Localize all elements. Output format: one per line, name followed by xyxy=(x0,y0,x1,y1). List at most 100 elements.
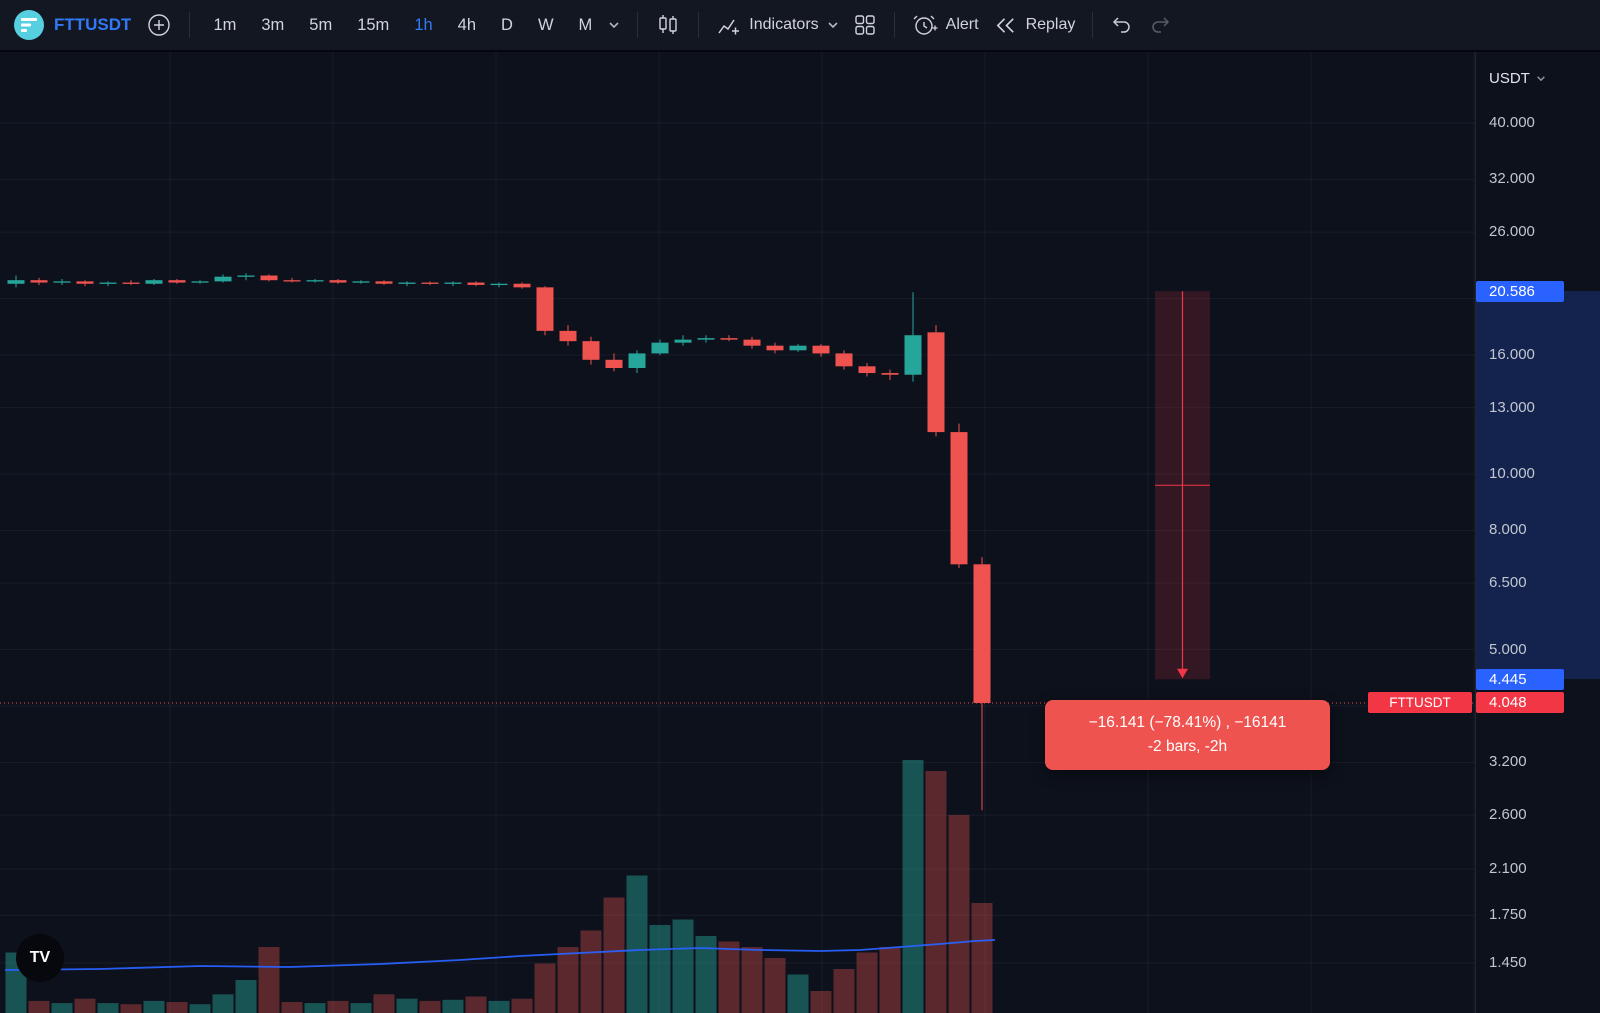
timeframe-D[interactable]: D xyxy=(492,11,522,40)
candle xyxy=(30,280,48,283)
measure-tooltip: −16.141 (−78.41%) , −16141 -2 bars, -2h xyxy=(1045,700,1330,771)
volume-bar xyxy=(902,760,924,1013)
candle xyxy=(559,330,577,342)
volume-bar xyxy=(557,947,579,1013)
timeframe-W[interactable]: W xyxy=(529,11,563,40)
candle xyxy=(973,564,991,703)
toolbar-divider xyxy=(189,12,191,38)
indicators-button[interactable]: Indicators xyxy=(709,8,845,43)
toolbar-divider xyxy=(698,12,700,38)
candle xyxy=(421,282,439,284)
add-symbol-button[interactable] xyxy=(139,7,179,43)
candle xyxy=(858,366,876,374)
timeframe-1m[interactable]: 1m xyxy=(204,11,245,40)
alert-label: Alert xyxy=(945,16,979,33)
volume-bar xyxy=(879,947,901,1013)
candle xyxy=(444,282,462,284)
candle xyxy=(674,339,692,343)
replay-label: Replay xyxy=(1025,16,1076,33)
timeframe-3m[interactable]: 3m xyxy=(252,11,293,40)
candle xyxy=(904,335,922,375)
timeframe-M[interactable]: M xyxy=(570,11,602,40)
volume-bar xyxy=(396,998,418,1013)
ftt-logo-icon[interactable] xyxy=(14,10,44,40)
volume-bar xyxy=(235,980,257,1013)
timeframe-1h[interactable]: 1h xyxy=(405,11,441,40)
price-axis-label: 2.600 xyxy=(1489,806,1527,824)
measure-tooltip-line2: -2 bars, -2h xyxy=(1147,738,1228,756)
candle xyxy=(835,353,853,367)
candle xyxy=(352,281,370,283)
candle xyxy=(743,339,761,346)
measure-tooltip-line1: −16.141 (−78.41%) , −16141 xyxy=(1088,714,1287,731)
toolbar-divider xyxy=(893,12,895,38)
price-chart[interactable] xyxy=(0,0,1475,1013)
volume-bar xyxy=(74,998,96,1013)
top-toolbar: FTTUSDT 1m 3m 5m 15m 1h 4h D W M In xyxy=(0,0,1600,52)
price-axis-label: 10.000 xyxy=(1489,465,1535,482)
undo-button[interactable] xyxy=(1103,8,1141,42)
volume-bar xyxy=(419,1000,441,1013)
price-axis-label: 6.500 xyxy=(1489,574,1527,592)
timeframe-15m[interactable]: 15m xyxy=(348,11,398,40)
volume-bar xyxy=(925,771,947,1013)
measure-from-price-badge: 20.586 xyxy=(1476,280,1564,302)
candle xyxy=(720,338,738,340)
volume-bar xyxy=(511,998,533,1013)
redo-arrow-icon xyxy=(1152,17,1170,33)
volume-bar xyxy=(28,1000,50,1013)
timeframe-4h[interactable]: 4h xyxy=(449,11,485,40)
candle xyxy=(398,282,416,284)
candle xyxy=(881,373,899,375)
candle xyxy=(812,345,830,354)
price-axis-label: 1.450 xyxy=(1489,953,1527,971)
currency-label: USDT xyxy=(1489,70,1530,87)
volume-bar xyxy=(672,919,694,1013)
volume-bar xyxy=(488,1000,510,1013)
volume-bar xyxy=(166,1002,188,1013)
volume-bar xyxy=(534,963,556,1013)
volume-bar xyxy=(787,974,809,1013)
candle xyxy=(605,359,623,368)
redo-button[interactable] xyxy=(1141,8,1179,42)
price-axis-label: 1.750 xyxy=(1489,906,1527,924)
volume-bar xyxy=(281,1002,303,1013)
candle xyxy=(950,432,968,565)
price-axis-label: 8.000 xyxy=(1489,521,1527,539)
candle xyxy=(191,281,209,283)
candle xyxy=(927,332,945,433)
volume-bar xyxy=(833,969,855,1013)
candle xyxy=(789,345,807,351)
volume-bar xyxy=(971,903,993,1013)
volume-bar xyxy=(97,1003,119,1013)
price-axis-label: 26.000 xyxy=(1489,223,1535,241)
candle xyxy=(329,280,347,283)
tradingview-watermark[interactable]: TV xyxy=(16,934,64,982)
measure-tool-overlay[interactable] xyxy=(1155,291,1210,680)
price-axis-label: 5.000 xyxy=(1489,640,1527,658)
candle xyxy=(7,280,25,284)
candle xyxy=(214,276,232,282)
measure-arrow-head xyxy=(1177,668,1188,679)
volume-bar xyxy=(626,875,648,1013)
replay-button[interactable]: Replay xyxy=(986,8,1083,43)
volume-bar xyxy=(327,1000,349,1013)
layout-grid-button[interactable] xyxy=(846,8,884,42)
undo-arrow-icon xyxy=(1113,17,1131,33)
timeframe-5m[interactable]: 5m xyxy=(300,11,341,40)
price-axis[interactable]: USDT 40.000 32.000 26.000 16.000 13.000 10.00… xyxy=(1475,0,1600,1013)
ftt-logo-bars xyxy=(21,18,37,32)
timeframe-menu-button[interactable] xyxy=(601,16,627,34)
symbol-button[interactable]: FTTUSDT xyxy=(54,15,132,34)
price-axis-currency[interactable]: USDT xyxy=(1489,70,1546,87)
symbol-price-label: FTTUSDT xyxy=(1368,692,1472,714)
price-axis-label: 32.000 xyxy=(1489,170,1535,188)
candle xyxy=(260,275,278,281)
chart-style-button[interactable] xyxy=(648,7,688,43)
alert-button[interactable]: Alert xyxy=(905,7,986,43)
volume-bar xyxy=(856,952,878,1013)
last-price-badge: 4.048 xyxy=(1476,692,1564,714)
candle xyxy=(237,275,255,277)
candle xyxy=(283,280,301,282)
